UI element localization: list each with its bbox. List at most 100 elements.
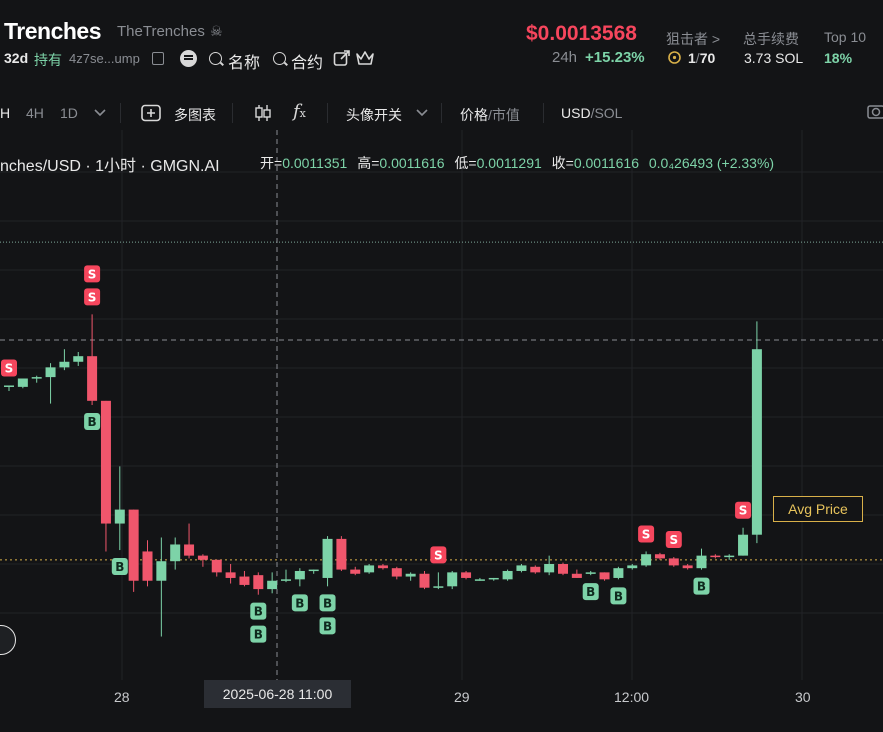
high-value: 0.0011616: [379, 155, 445, 171]
candle-body: [710, 555, 721, 558]
svg-text:S: S: [434, 548, 443, 562]
buy-marker[interactable]: B: [319, 617, 336, 635]
time-tick: 30: [795, 689, 811, 705]
camera-icon[interactable]: [866, 102, 883, 120]
candle-body: [211, 559, 222, 573]
sell-marker[interactable]: S: [735, 501, 752, 519]
skull-icon: ☠: [210, 23, 223, 39]
avg-price-label: Avg Price: [773, 496, 863, 522]
candle-body: [114, 509, 125, 524]
interval-1d[interactable]: 1D: [60, 105, 78, 121]
crown-icon[interactable]: [355, 49, 375, 67]
svg-text:B: B: [254, 628, 263, 642]
buy-marker[interactable]: B: [291, 594, 308, 612]
search-icon: [209, 52, 222, 65]
toolbar-divider: [327, 103, 328, 123]
svg-text:B: B: [323, 619, 332, 633]
candle-body: [738, 534, 749, 556]
candle-body: [530, 566, 541, 573]
buy-marker[interactable]: B: [250, 602, 267, 620]
toolbar-divider: [441, 103, 442, 123]
contract-search-link[interactable]: 合约: [291, 55, 324, 72]
chevron-down-icon[interactable]: [93, 107, 107, 119]
interval-4h[interactable]: 4H: [26, 105, 44, 121]
buy-marker[interactable]: B: [250, 625, 267, 643]
candle-body: [419, 573, 430, 588]
candle-body: [405, 573, 416, 577]
low-label: 低=: [454, 155, 477, 171]
candle-body: [170, 544, 181, 562]
candle-body: [184, 544, 195, 556]
hold-label: 持有: [34, 52, 62, 68]
interval-h[interactable]: H: [0, 105, 11, 121]
contract-address: 4z7se...ump: [69, 51, 140, 66]
mcap-label[interactable]: 市值: [491, 107, 520, 123]
name-search-link[interactable]: 名称: [228, 55, 261, 72]
svg-text:S: S: [88, 267, 97, 281]
candle-body: [364, 565, 375, 573]
candle-body: [4, 385, 14, 387]
sell-marker[interactable]: S: [1, 359, 17, 377]
sell-marker[interactable]: S: [84, 288, 101, 306]
add-chart-icon[interactable]: [141, 104, 161, 122]
token-handle[interactable]: TheTrenches: [117, 23, 205, 40]
buy-marker[interactable]: B: [582, 583, 599, 601]
current-price: $0.0013568: [526, 22, 637, 45]
multi-chart-button[interactable]: 多图表: [174, 107, 216, 123]
crosshair-time-label: 2025-06-28 11:00: [204, 680, 351, 708]
price-label[interactable]: 价格: [460, 107, 488, 123]
candle-body: [197, 555, 208, 560]
usd-label[interactable]: USD: [561, 105, 591, 121]
snipers-total: 70: [699, 50, 716, 66]
price-mcap-toggle[interactable]: 价格/市值: [460, 105, 520, 125]
currency-toggle[interactable]: USD/SOL: [561, 105, 622, 121]
buy-marker[interactable]: B: [84, 413, 101, 430]
toggle-sep: /: [488, 107, 492, 123]
ohlc-readout: 开=0.0011351 高=0.0011616 低=0.0011291 收=0.…: [260, 153, 774, 173]
candles-icon[interactable]: [253, 103, 273, 123]
svg-text:B: B: [295, 596, 304, 610]
sell-marker[interactable]: S: [84, 265, 101, 283]
candle-body: [142, 551, 153, 581]
candle-body: [654, 554, 665, 559]
buy-marker[interactable]: B: [610, 587, 627, 605]
svg-text:B: B: [88, 415, 97, 429]
buy-marker[interactable]: B: [111, 558, 128, 576]
top10-label: Top 10: [824, 29, 867, 45]
candle-body: [308, 569, 319, 572]
chevron-down-icon[interactable]: [415, 107, 429, 119]
candle-body: [267, 580, 278, 590]
avatar-toggle[interactable]: 头像开关: [346, 107, 402, 123]
share-icon[interactable]: [333, 49, 351, 67]
social-icon[interactable]: [180, 50, 197, 67]
candle-body: [239, 576, 250, 585]
candle-body: [474, 579, 485, 581]
snipers-label[interactable]: 狙击者 >: [666, 31, 721, 47]
candle-body: [516, 565, 527, 571]
top10-value: 18%: [824, 50, 853, 66]
buy-marker[interactable]: B: [693, 577, 710, 595]
change-readout: 0.0₄26493 (+2.33%): [648, 155, 775, 171]
candle-body: [696, 555, 707, 569]
sell-marker[interactable]: S: [665, 531, 682, 549]
copy-icon[interactable]: [152, 52, 164, 65]
sell-marker[interactable]: S: [430, 546, 447, 564]
candle-body: [627, 565, 638, 569]
time-axis: [0, 680, 883, 732]
candle-body: [461, 572, 472, 578]
indicators-icon[interactable]: fx: [293, 101, 306, 122]
snipers-sep: /: [695, 50, 700, 66]
candle-body: [253, 575, 264, 590]
sol-label[interactable]: SOL: [594, 105, 623, 121]
time-tick: 12:00: [614, 689, 650, 705]
change-value: +15.23%: [585, 49, 645, 66]
svg-text:B: B: [254, 605, 263, 619]
candle-body: [433, 586, 444, 588]
svg-text:B: B: [614, 589, 623, 603]
sell-marker[interactable]: S: [638, 525, 655, 543]
buy-marker[interactable]: B: [319, 594, 336, 612]
target-icon: [668, 51, 681, 64]
svg-text:B: B: [586, 585, 595, 599]
time-tick: 28: [114, 689, 130, 705]
